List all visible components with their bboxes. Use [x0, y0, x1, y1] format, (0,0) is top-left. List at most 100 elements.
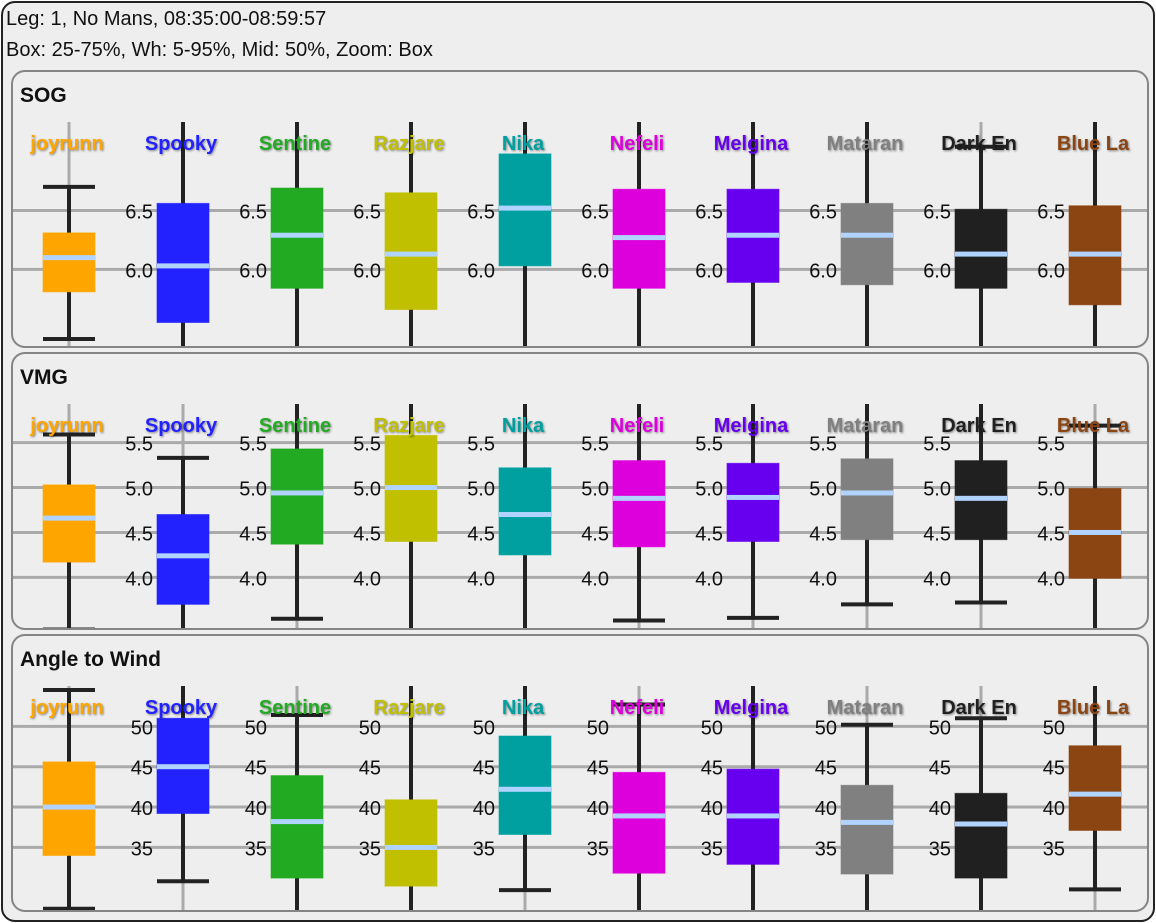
y-tick-label: 4.0 [125, 568, 153, 590]
y-tick-label: 6.0 [923, 260, 951, 282]
box-Nika [498, 735, 552, 835]
boat-label: joyrunn [29, 697, 103, 719]
y-tick-label: 4.5 [923, 523, 951, 545]
boat-label: Nika [502, 415, 545, 437]
median-Sentine [271, 819, 323, 825]
box-Razjare [384, 799, 438, 887]
boat-label: Razjare [373, 415, 444, 437]
boat-label: Dark En [941, 133, 1017, 155]
y-tick-label: 45 [587, 758, 609, 780]
y-tick-label: 35 [131, 838, 153, 860]
y-tick-label: 4.5 [467, 523, 495, 545]
y-tick-label: 50 [131, 717, 153, 739]
y-tick-label: 4.0 [353, 568, 381, 590]
box-Nefeli [612, 460, 666, 548]
y-tick-label: 6.0 [353, 260, 381, 282]
median-Nefeli [613, 235, 665, 241]
y-tick-label: 6.0 [467, 260, 495, 282]
y-tick-label: 5.5 [125, 434, 153, 456]
median-Mataran [841, 232, 893, 238]
y-tick-label: 5.0 [581, 479, 609, 501]
y-tick-label: 5.0 [239, 479, 267, 501]
box-Dark En [954, 208, 1008, 289]
boat-label: Nika [502, 133, 545, 155]
box-Mataran [840, 458, 894, 541]
y-tick-label: 35 [359, 838, 381, 860]
y-tick-label: 5.0 [353, 479, 381, 501]
boat-label: Sentine [259, 697, 331, 719]
median-Melgina [727, 232, 779, 238]
y-tick-label: 35 [701, 838, 723, 860]
box-Spooky [156, 202, 210, 324]
median-Nika [499, 205, 551, 211]
median-Mataran [841, 490, 893, 496]
y-tick-label: 6.0 [695, 260, 723, 282]
y-tick-label: 50 [815, 717, 837, 739]
boat-label: Razjare [373, 697, 444, 719]
y-tick-label: 4.5 [125, 523, 153, 545]
y-tick-label: 45 [473, 758, 495, 780]
boat-label: Spooky [145, 133, 218, 155]
box-joyrunn [42, 484, 96, 563]
y-tick-label: 40 [587, 798, 609, 820]
y-tick-label: 50 [359, 717, 381, 739]
y-tick-label: 4.0 [809, 568, 837, 590]
panel-angle-to-wind[interactable]: Angle to Wind 35 40 45 50 joyrunn 35 40 45 50 Spo… [11, 634, 1149, 912]
y-tick-label: 6.0 [1037, 260, 1065, 282]
boat-label: Nika [502, 697, 545, 719]
box-Nefeli [612, 771, 666, 874]
boat-label: Spooky [145, 415, 218, 437]
boat-label: Dark En [941, 415, 1017, 437]
y-tick-label: 6.5 [581, 201, 609, 223]
box-Nika [498, 467, 552, 556]
y-tick-label: 5.5 [1037, 434, 1065, 456]
panel-title: VMG [20, 366, 68, 389]
y-tick-label: 45 [245, 758, 267, 780]
y-tick-label: 4.0 [467, 568, 495, 590]
y-tick-label: 6.0 [581, 260, 609, 282]
box-Razjare [384, 192, 438, 311]
panel-vmg[interactable]: VMG 4.0 4.5 5.0 5.5 joyrunn 4.0 4.5 5.0 5.5 Spook… [11, 352, 1149, 630]
y-tick-label: 6.5 [923, 201, 951, 223]
box-joyrunn [42, 232, 96, 293]
box-Dark En [954, 792, 1008, 879]
y-tick-label: 5.5 [581, 434, 609, 456]
y-tick-label: 6.5 [695, 201, 723, 223]
y-tick-label: 4.5 [353, 523, 381, 545]
boat-label: Sentine [259, 415, 331, 437]
y-tick-label: 45 [359, 758, 381, 780]
y-tick-label: 50 [929, 717, 951, 739]
median-joyrunn [43, 515, 95, 521]
y-tick-label: 45 [131, 758, 153, 780]
boat-label: Dark En [941, 697, 1017, 719]
panel-title: Angle to Wind [20, 648, 161, 671]
y-tick-label: 40 [359, 798, 381, 820]
boat-label: Melgina [714, 415, 789, 437]
y-tick-label: 5.0 [125, 479, 153, 501]
median-Dark En [955, 495, 1007, 501]
median-Nefeli [613, 813, 665, 819]
boat-label: Melgina [714, 697, 789, 719]
y-tick-label: 4.0 [239, 568, 267, 590]
panel-sog[interactable]: SOG 6.0 6.5 joyrunn 6.0 6.5 Spooky 6.0 6.5 Senti… [11, 70, 1149, 348]
y-tick-label: 40 [815, 798, 837, 820]
median-Razjare [385, 844, 437, 850]
y-tick-label: 6.5 [353, 201, 381, 223]
stats-info: Box: 25-75%, Wh: 5-95%, Mid: 50%, Zoom: … [6, 39, 433, 61]
y-tick-label: 5.5 [353, 434, 381, 456]
y-tick-label: 45 [929, 758, 951, 780]
y-tick-label: 40 [131, 798, 153, 820]
y-tick-label: 5.0 [1037, 479, 1065, 501]
y-tick-label: 40 [701, 798, 723, 820]
y-tick-label: 5.0 [467, 479, 495, 501]
y-tick-label: 35 [1043, 838, 1065, 860]
y-tick-label: 4.0 [581, 568, 609, 590]
median-Sentine [271, 490, 323, 496]
boat-label: joyrunn [29, 133, 103, 155]
median-Melgina [727, 813, 779, 819]
y-tick-label: 50 [587, 717, 609, 739]
median-Blue La [1069, 251, 1121, 257]
median-Spooky [157, 764, 209, 770]
y-tick-label: 4.0 [1037, 568, 1065, 590]
